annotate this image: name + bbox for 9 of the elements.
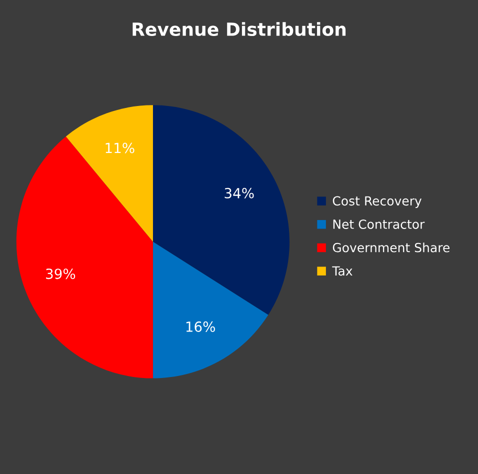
legend-label: Net Contractor <box>333 220 425 229</box>
data-label: 34% <box>224 188 254 198</box>
legend-label: Government Share <box>332 242 450 252</box>
legend-label: Tax <box>332 266 352 276</box>
data-label: 11% <box>106 142 134 154</box>
data-label: 16% <box>186 321 215 332</box>
legend-label: Cost Recovery <box>332 196 422 208</box>
chart-title: Revenue Distribution <box>132 22 346 36</box>
data-label: 39% <box>46 268 76 280</box>
